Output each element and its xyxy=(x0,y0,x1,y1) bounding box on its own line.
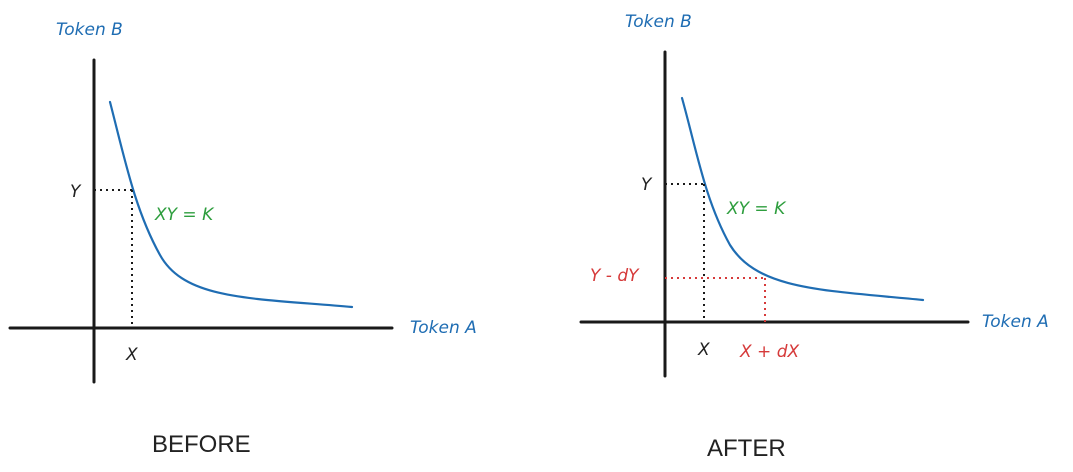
before-x-point-label: X xyxy=(125,345,138,365)
before-curve-label: XY = K xyxy=(154,205,215,225)
after-caption: AFTER xyxy=(707,435,786,462)
before-y-point-label: Y xyxy=(70,182,82,202)
before-caption: BEFORE xyxy=(152,431,251,458)
before-curve xyxy=(108,100,354,309)
after-x-point-label: X xyxy=(697,340,710,360)
after-x-axis-label: Token A xyxy=(982,312,1049,332)
before-x-axis-label: Token A xyxy=(410,318,477,338)
after-curve xyxy=(680,96,925,302)
after-y-new-label: Y - dY xyxy=(590,266,640,286)
after-y-point-label: Y xyxy=(641,175,653,195)
after-y-axis-label: Token B xyxy=(625,12,692,32)
before-panel: Token B Token A Y X XY = K BEFORE xyxy=(8,20,477,458)
after-panel: Token B Token A Y X XY = K Y - dY X + dX… xyxy=(579,12,1049,462)
after-curve-label: XY = K xyxy=(726,199,787,219)
after-x-new-label: X + dX xyxy=(739,342,799,362)
before-y-axis-label: Token B xyxy=(56,20,123,40)
